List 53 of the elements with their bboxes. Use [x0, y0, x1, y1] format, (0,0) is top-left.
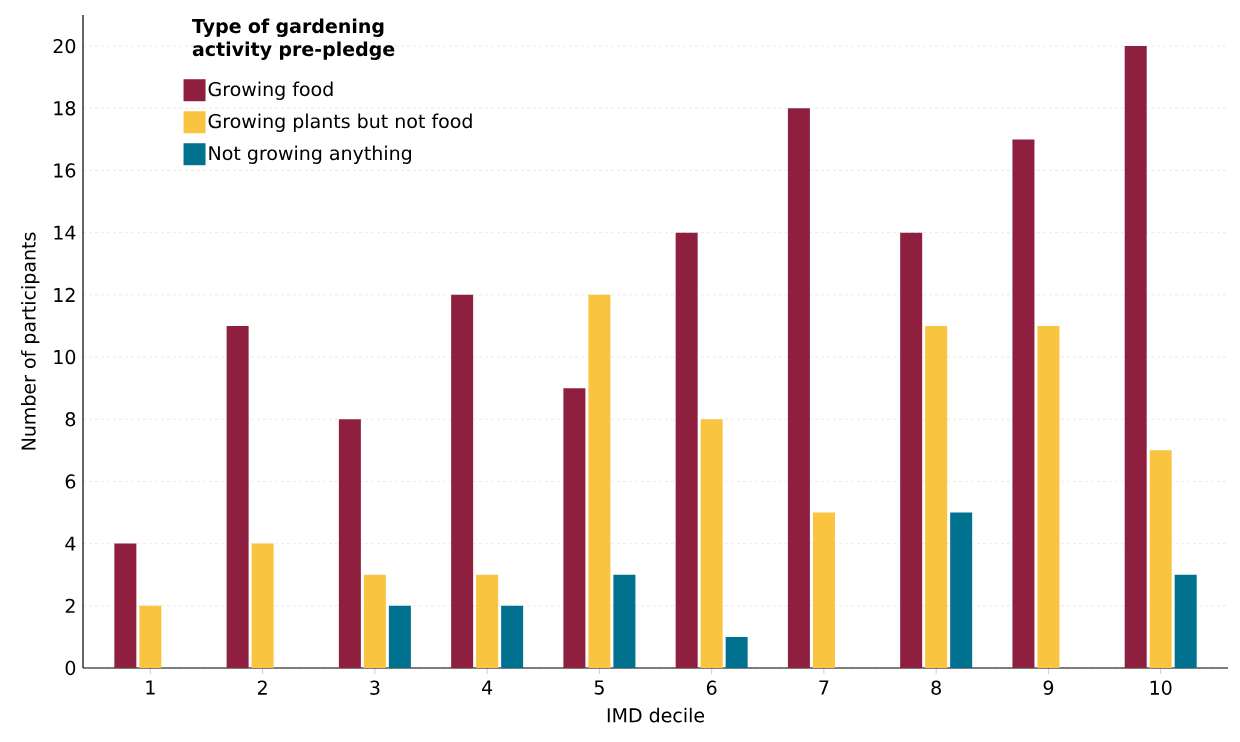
bar: [675, 232, 698, 668]
x-tick-label: 4: [482, 680, 493, 695]
y-tick-label: 0: [65, 660, 76, 676]
bar: [925, 325, 948, 668]
legend-label: Not growing anything: [209, 145, 412, 164]
bar: [1037, 325, 1060, 668]
bar: [725, 636, 748, 668]
y-tick-label: 20: [53, 38, 76, 54]
legend-label: Growing food: [208, 81, 333, 100]
bar: [226, 325, 249, 668]
bar: [388, 605, 411, 668]
bar: [501, 605, 524, 668]
y-tick-label: 16: [54, 163, 76, 178]
bar: [588, 294, 611, 668]
y-tick-label: 10: [54, 349, 76, 365]
bar: [363, 574, 386, 668]
x-tick-label: 6: [706, 680, 717, 695]
y-tick-label: 12: [54, 287, 75, 302]
bar: [1124, 46, 1147, 668]
bar: [114, 543, 137, 668]
bar: [1149, 450, 1172, 668]
x-tick-label: 7: [819, 680, 829, 695]
x-tick-label: 5: [594, 680, 604, 695]
y-tick-label: 14: [54, 225, 76, 240]
legend-title: Type of gardening activity pre-pledge: [192, 18, 395, 60]
bar: [900, 232, 923, 668]
bar: [476, 574, 499, 668]
bar: [1012, 139, 1035, 668]
x-tick-label: 2: [257, 680, 267, 695]
bar: [251, 543, 274, 668]
bar: [563, 388, 586, 668]
x-tick-label: 1: [146, 680, 155, 695]
bar: [812, 512, 835, 668]
bar: [338, 419, 361, 668]
bar: [787, 108, 810, 668]
legend-label: Growing plants but not food: [208, 113, 472, 132]
bar: [950, 512, 973, 668]
y-tick-label: 6: [65, 474, 76, 489]
x-tick-label: 10: [1150, 680, 1172, 695]
bar: [139, 605, 162, 668]
y-tick-label: 18: [54, 101, 76, 116]
y-tick-label: 4: [65, 536, 76, 551]
bar: [451, 294, 474, 668]
x-tick-label: 8: [931, 680, 941, 695]
bar: [1174, 574, 1197, 668]
x-tick-label: 3: [370, 680, 380, 695]
y-axis-title: Number of participants: [21, 232, 40, 450]
y-tick-label: 2: [65, 598, 75, 613]
x-tick-label: 9: [1043, 680, 1054, 695]
bar: [700, 419, 723, 668]
bar: [613, 574, 636, 668]
x-axis-title: IMD decile: [607, 707, 705, 723]
y-tick-label: 8: [65, 412, 76, 427]
